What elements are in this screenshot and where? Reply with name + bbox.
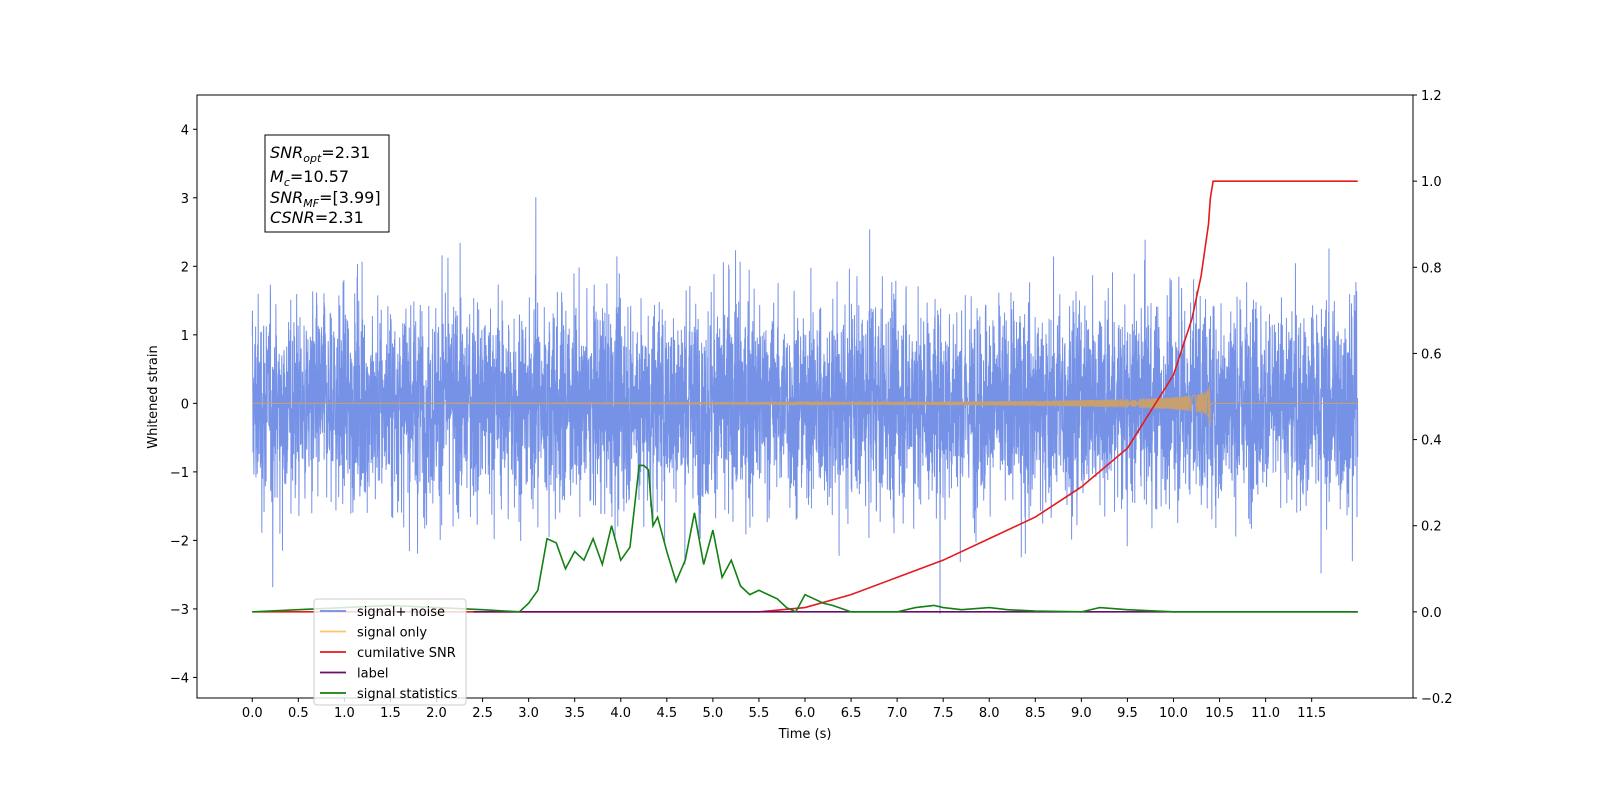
x-tick-label: 2.5 xyxy=(472,706,493,721)
legend-entry-label: signal statistics xyxy=(357,687,458,702)
x-tick-label: 10.0 xyxy=(1159,706,1188,721)
y-tick-label: 4 xyxy=(181,123,189,138)
annotation-mc-value: 10.57 xyxy=(303,167,349,186)
y-tick-label: 0 xyxy=(181,397,189,412)
x-tick-label: 9.0 xyxy=(1071,706,1092,721)
x-tick-label: 5.0 xyxy=(703,706,724,721)
x-tick-label: 0.0 xyxy=(242,706,263,721)
y2-tick-label: 1.2 xyxy=(1421,89,1442,104)
annotation-snr-opt-value: 2.31 xyxy=(335,143,371,162)
annotation-box-frame xyxy=(264,134,390,233)
x-tick-label: 8.5 xyxy=(1025,706,1046,721)
axes-layer: 0.0 0.5 1.0 1.5 2.0 2.5 3.0 3.5 4.0 4.5 5.0 5.5 6.0 6… xyxy=(170,89,1453,721)
x-tick-label: 6.0 xyxy=(795,706,816,721)
x-tick-label: 7.0 xyxy=(887,706,908,721)
series-layer xyxy=(251,180,1359,614)
x-tick-label: 11.0 xyxy=(1251,706,1280,721)
y2-tick-label: −0.2 xyxy=(1421,692,1453,707)
x-tick-label: 10.5 xyxy=(1205,706,1234,721)
legend-entry-label: label xyxy=(357,667,388,682)
annotation-csnr-value: 2.31 xyxy=(328,208,364,227)
y2-tick-label: 0.4 xyxy=(1421,434,1442,449)
x-axis-label: Time (s) xyxy=(778,727,832,742)
annotation-mc: Mc=10.57 xyxy=(270,167,349,189)
x-tick-label: 5.5 xyxy=(749,706,770,721)
x-tick-label: 1.0 xyxy=(334,706,355,721)
legend: signal+ noise signal only cumilative SNR la… xyxy=(313,598,467,706)
y-tick-label: 2 xyxy=(181,260,189,275)
y2-tick-label: 1.0 xyxy=(1421,175,1442,190)
annotation-snr-mf: SNRMF=[3.99] xyxy=(270,188,381,210)
y-tick-label: 3 xyxy=(181,192,189,207)
x-tick-label: 4.5 xyxy=(656,706,677,721)
series-signal-statistics-line xyxy=(252,464,1358,613)
series-signal-only-line xyxy=(252,386,1358,426)
y-tick-label: −3 xyxy=(170,603,189,618)
y2-tick-label: 0.2 xyxy=(1421,520,1442,535)
annotation-snr-opt: SNRopt=2.31 xyxy=(270,143,370,165)
x-tick-label: 11.5 xyxy=(1297,706,1326,721)
legend-entry-label: signal only xyxy=(357,626,427,641)
annotation-box: SNRopt=2.31 Mc=10.57 SNRMF=[3.99] CSNR=2… xyxy=(264,134,390,233)
legend-entry-label: cumilative SNR xyxy=(357,646,456,661)
x-tick-label: 8.0 xyxy=(979,706,1000,721)
x-tick-label: 3.0 xyxy=(518,706,539,721)
x-tick-label: 3.5 xyxy=(564,706,585,721)
y-tick-label: 1 xyxy=(181,329,189,344)
series-signal-noise-line xyxy=(251,197,1359,614)
x-tick-label: 7.5 xyxy=(933,706,954,721)
y-axis-label: Whitened strain xyxy=(146,345,161,448)
annotation-snr-mf-value: [3.99] xyxy=(332,188,380,207)
x-tick-label: 6.5 xyxy=(841,706,862,721)
x-tick-label: 4.0 xyxy=(610,706,631,721)
y2-tick-label: 0.0 xyxy=(1421,606,1442,621)
legend-frame xyxy=(313,598,467,706)
x-tick-label: 0.5 xyxy=(288,706,309,721)
series-cumilative-snr-line xyxy=(252,180,1358,613)
legend-entry-label: signal+ noise xyxy=(357,605,445,620)
annotation-csnr: CSNR=2.31 xyxy=(270,208,364,227)
x-tick-label: 9.5 xyxy=(1117,706,1138,721)
x-tick-label: 2.0 xyxy=(426,706,447,721)
y-tick-label: −2 xyxy=(170,534,189,549)
x-tick-label: 1.5 xyxy=(380,706,401,721)
y2-tick-label: 0.6 xyxy=(1421,347,1442,362)
y-tick-label: −1 xyxy=(170,466,189,481)
y-tick-label: −4 xyxy=(170,671,189,686)
y2-tick-label: 0.8 xyxy=(1421,261,1442,276)
